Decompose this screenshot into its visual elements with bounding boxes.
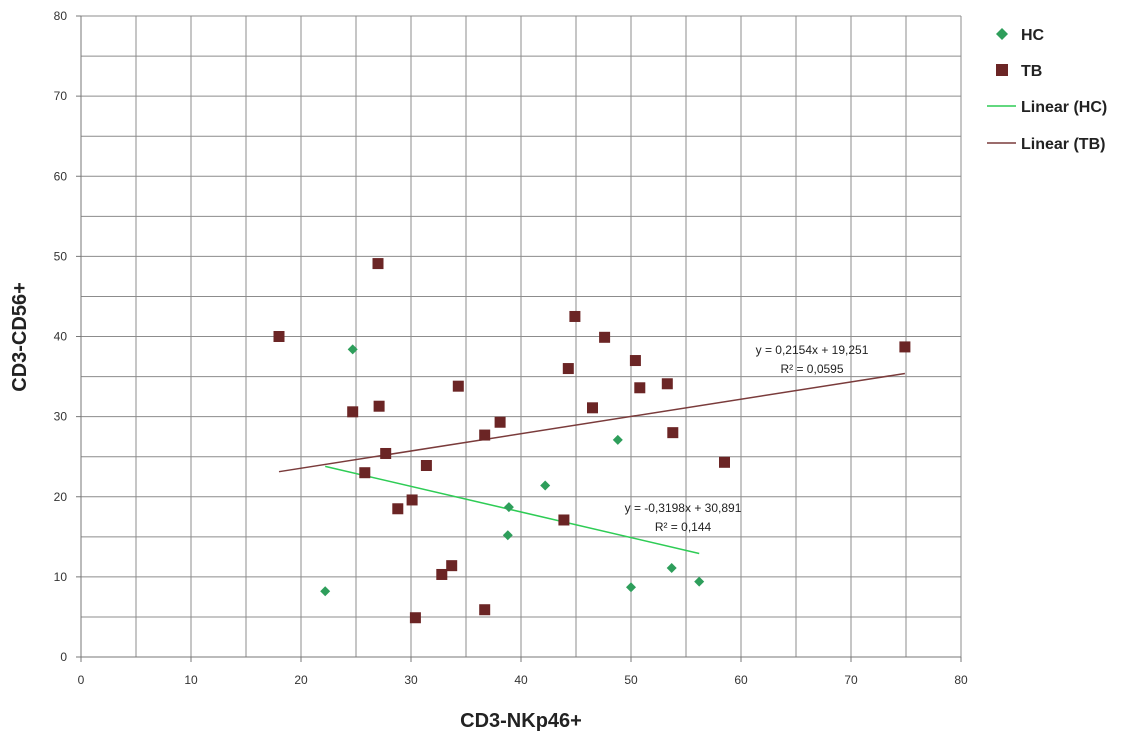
tb-point [347, 406, 359, 418]
tb-point [380, 447, 392, 459]
trendline [325, 465, 700, 555]
x-tick-label: 60 [734, 673, 748, 687]
hc-point [502, 530, 513, 541]
tb-point [479, 429, 491, 441]
tb-point [420, 460, 432, 472]
hc-point [626, 582, 636, 593]
hc-point [612, 434, 623, 445]
y-tick-label: 10 [54, 570, 68, 584]
trendline-equations: y = 0,2154x + 19,251 R² = 0,0595 y = -0,31… [625, 343, 869, 534]
tb-point [436, 568, 448, 580]
hc-point [694, 576, 705, 587]
hc-point [666, 563, 677, 574]
x-tick-label: 40 [514, 673, 528, 687]
chart-legend: HC TB Linear (HC) Linear (TB) [987, 27, 1107, 153]
tb-equation-label: y = 0,2154x + 19,251 [756, 343, 869, 357]
tb-point [629, 355, 641, 367]
y-tick-label: 20 [54, 490, 68, 504]
y-tick-label: 30 [54, 410, 68, 424]
tb-point [899, 341, 911, 353]
y-tick-label: 60 [54, 169, 68, 183]
data-points [273, 258, 911, 624]
hc-r2-label: R² = 0,144 [655, 520, 712, 534]
tb-point [273, 331, 285, 342]
trendlines [278, 372, 906, 555]
tb-point [494, 416, 506, 428]
x-tick-label: 30 [404, 673, 418, 687]
x-tick-label: 70 [844, 673, 858, 687]
legend-label: Linear (TB) [1021, 136, 1105, 153]
tb-point [409, 612, 421, 624]
y-tick-label: 80 [54, 9, 68, 23]
tb-point [558, 514, 570, 526]
plot-grid [80, 15, 962, 658]
tb-point [406, 494, 418, 506]
legend-hc-marker [996, 28, 1008, 40]
tb-point [479, 604, 491, 616]
x-tick-label: 10 [184, 673, 198, 687]
tb-point [634, 382, 646, 394]
hc-equation-label: y = -0,3198x + 30,891 [625, 501, 742, 515]
tb-point [599, 331, 611, 343]
legend-label: HC [1021, 27, 1045, 44]
y-tick-label: 0 [60, 650, 67, 664]
tb-point [359, 467, 371, 479]
y-tick-label: 50 [54, 249, 68, 263]
tb-point [372, 258, 384, 270]
tb-point [719, 456, 730, 468]
y-tick-label: 40 [54, 330, 68, 344]
tb-point [587, 402, 598, 414]
legend-label: Linear (HC) [1021, 99, 1107, 116]
tb-point [452, 380, 464, 392]
y-tick-label: 70 [54, 89, 68, 103]
tb-point [562, 363, 574, 375]
hc-point [540, 480, 551, 491]
x-tick-label: 50 [624, 673, 638, 687]
tb-point [667, 427, 679, 439]
x-axis-title: CD3-NKp46+ [460, 710, 582, 732]
x-tick-label: 20 [294, 673, 308, 687]
plot-axes: 0 10 20 30 40 50 60 70 80 0 10 20 30 40 50 60 70 80 [54, 9, 968, 687]
legend-tb-marker [996, 64, 1008, 76]
x-tick-label: 80 [954, 673, 968, 687]
tb-point [569, 310, 581, 322]
tb-point [392, 503, 404, 515]
legend-label: TB [1021, 63, 1042, 80]
hc-point [347, 344, 358, 355]
hc-point [503, 502, 514, 513]
x-tick-label: 0 [78, 673, 85, 687]
tb-point [661, 378, 673, 390]
hc-point [320, 586, 331, 597]
tb-point [446, 560, 458, 572]
tb-r2-label: R² = 0,0595 [780, 362, 843, 376]
tb-point [373, 400, 385, 412]
y-axis-title: CD3-CD56+ [9, 282, 31, 391]
